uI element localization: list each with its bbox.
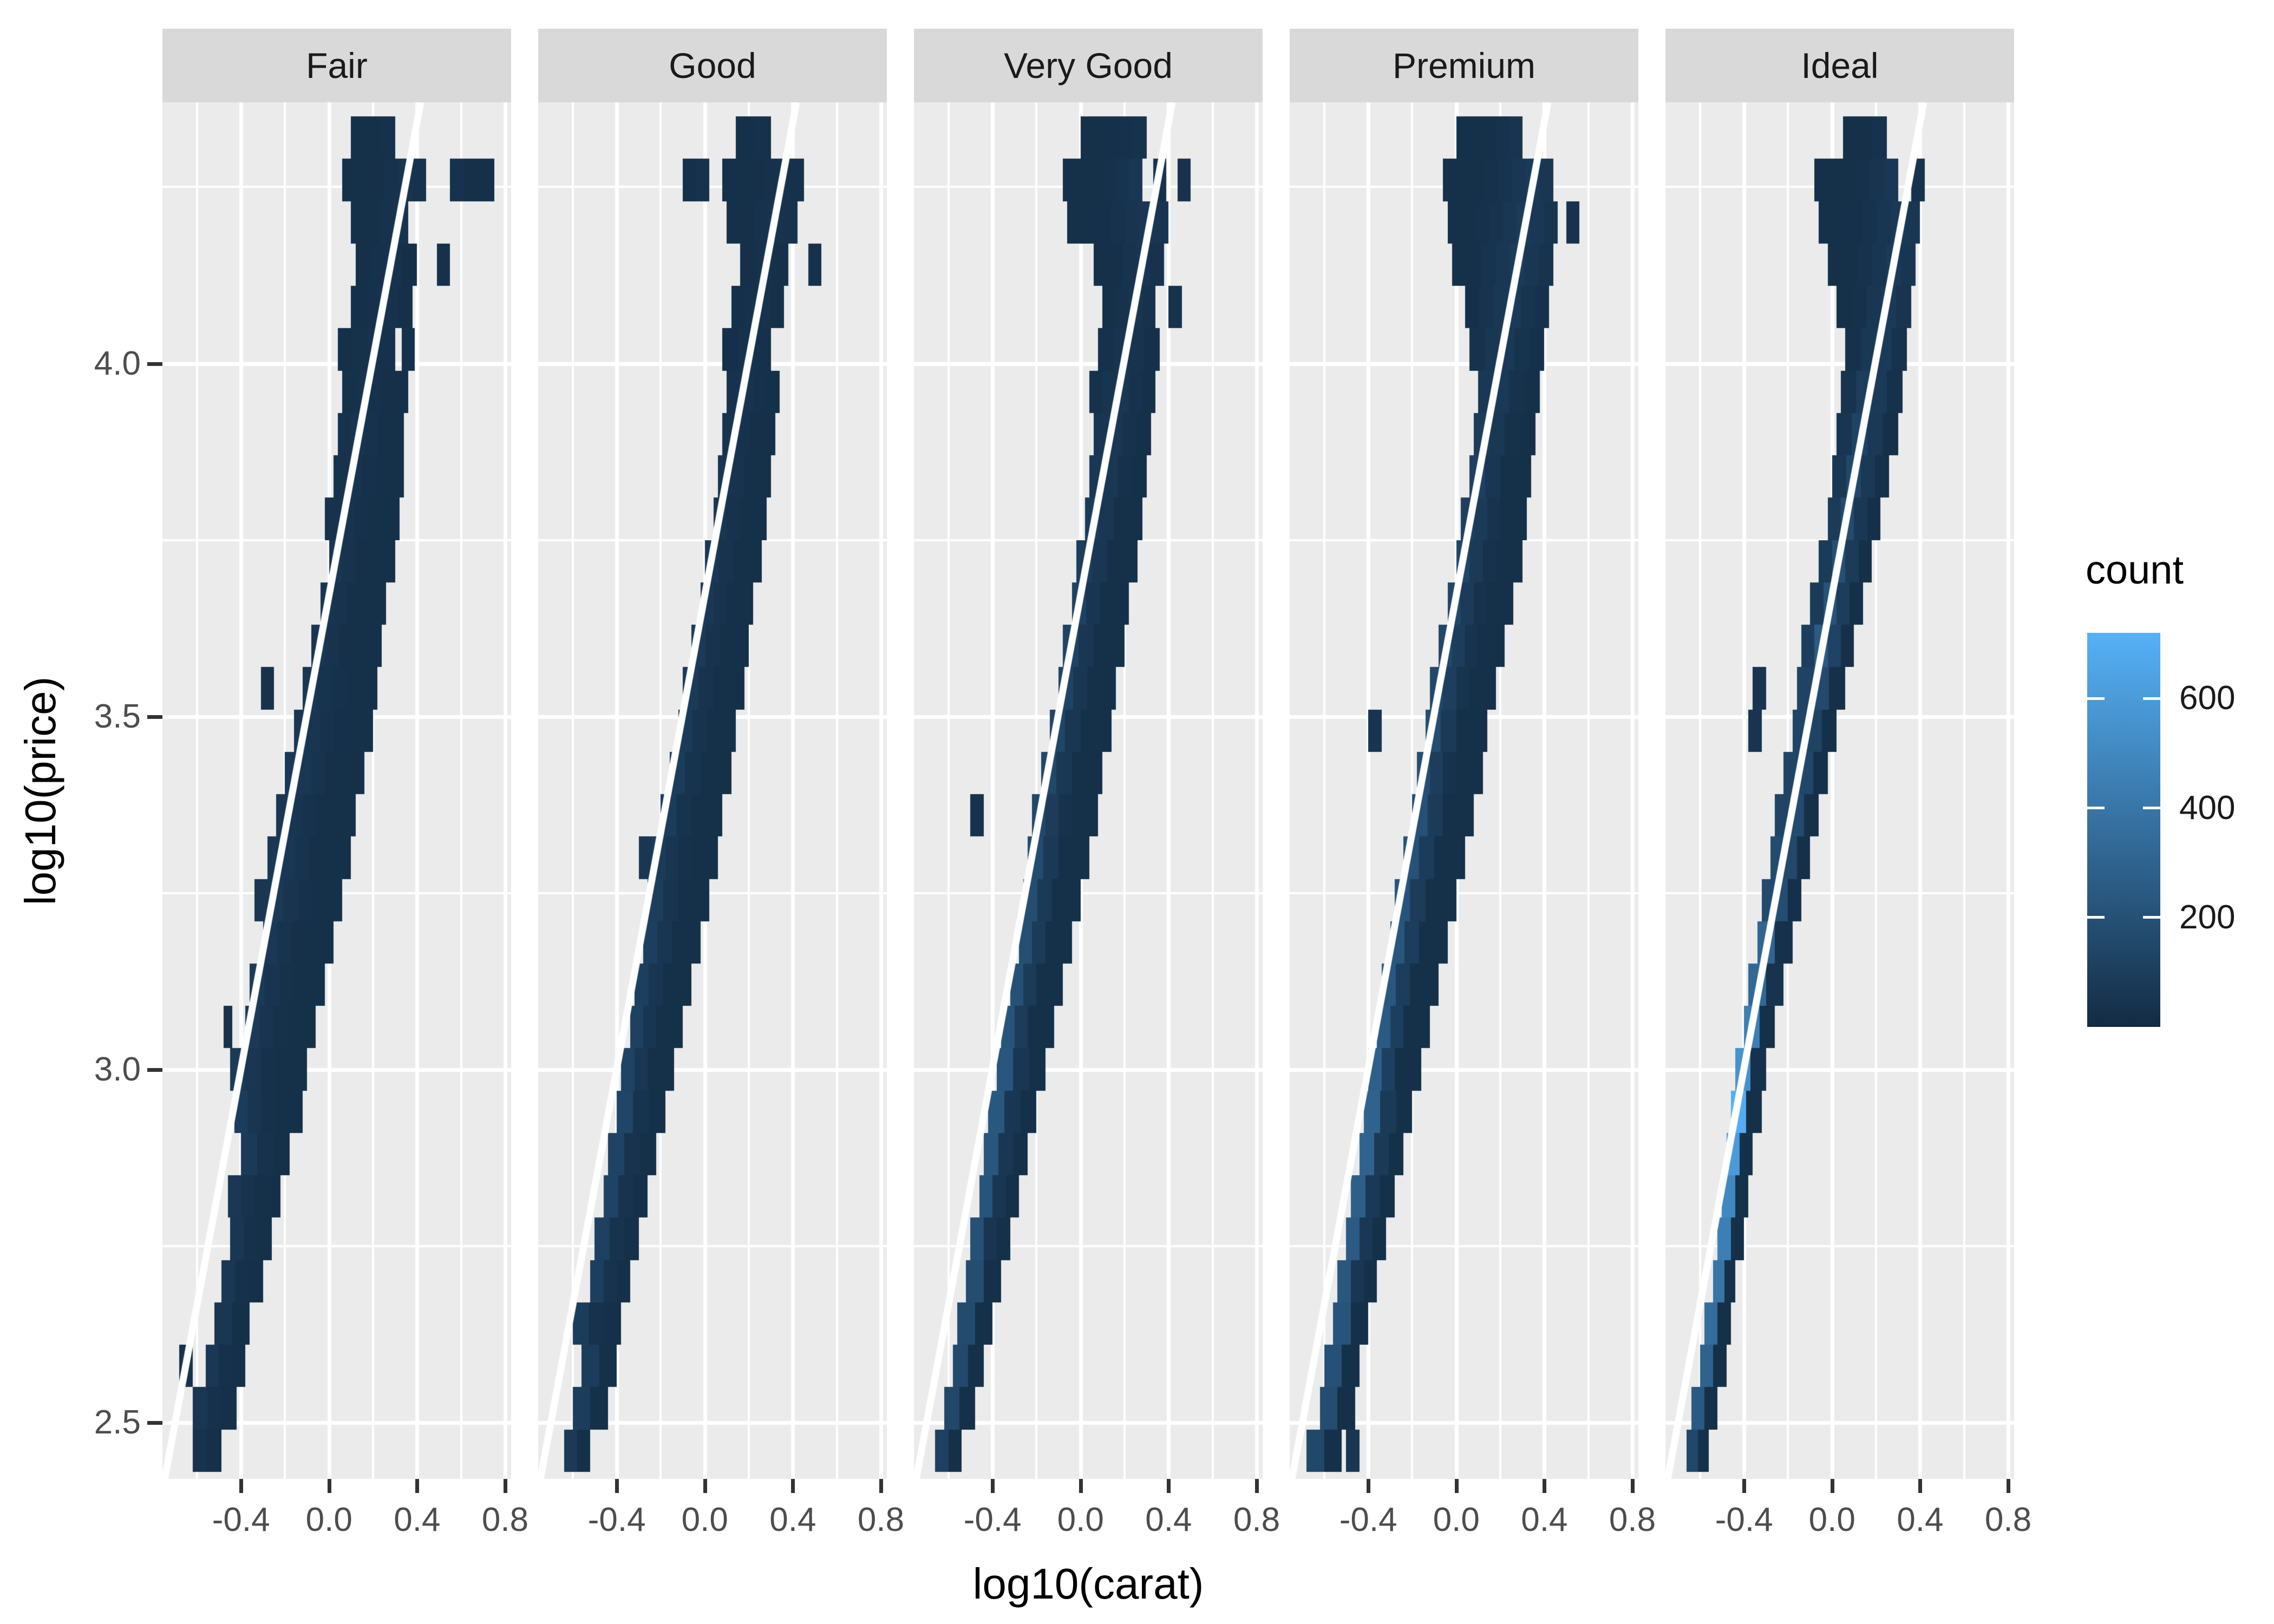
x-tick-label: 0.4: [1897, 1501, 1944, 1538]
x-tick-label: 0.4: [1145, 1501, 1192, 1538]
x-tick-label: 0.8: [481, 1501, 529, 1538]
legend-tick-label: 400: [2179, 789, 2236, 827]
facet-panel-canvas: [538, 102, 887, 1479]
facet-strip-label: Ideal: [1801, 45, 1879, 86]
x-tick-mark: [327, 1479, 331, 1493]
x-tick-mark: [1255, 1479, 1259, 1493]
legend-tick-mark: [2143, 807, 2160, 810]
x-tick-mark: [1367, 1479, 1371, 1493]
x-tick-mark: [1742, 1479, 1747, 1493]
x-tick-label: 0.0: [305, 1501, 352, 1538]
x-tick-label: 0.4: [769, 1501, 816, 1538]
x-tick-mark: [1167, 1479, 1171, 1493]
x-tick-mark: [1631, 1479, 1635, 1493]
facet-panel-canvas: [1665, 102, 2014, 1479]
x-axis-title: log10(carat): [972, 1560, 1204, 1608]
legend-tick-mark: [2143, 916, 2160, 919]
x-tick-mark: [239, 1479, 244, 1493]
facet-strip: Very Good: [914, 29, 1263, 102]
facet-strip-label: Premium: [1392, 45, 1536, 86]
x-tick-mark: [1830, 1479, 1834, 1493]
x-tick-label: 0.8: [1233, 1501, 1280, 1538]
x-tick-label: 0.0: [681, 1501, 728, 1538]
legend-tick-label: 600: [2179, 679, 2236, 717]
facet-strip: Premium: [1290, 29, 1638, 102]
x-tick-mark: [1543, 1479, 1547, 1493]
x-tick-label: -0.4: [587, 1501, 646, 1538]
facet-strip-label: Very Good: [1004, 45, 1173, 86]
facet-strip-label: Good: [669, 45, 756, 86]
x-tick-label: 0.0: [1808, 1501, 1855, 1538]
facet-panel-canvas: [1290, 102, 1638, 1479]
y-tick-label: 3.0: [94, 1050, 141, 1088]
legend-gradient-bar: [2087, 633, 2160, 1027]
legend-tick-label: 200: [2179, 898, 2236, 936]
x-tick-label: 0.8: [857, 1501, 905, 1538]
legend-tick-mark: [2087, 807, 2105, 810]
x-tick-label: 0.4: [1521, 1501, 1568, 1538]
x-tick-label: -0.4: [1339, 1501, 1397, 1538]
y-tick-mark: [147, 362, 162, 366]
legend-tick-mark: [2087, 697, 2105, 700]
y-tick-mark: [147, 1420, 162, 1425]
y-tick-label: 3.5: [94, 697, 141, 735]
y-tick-mark: [147, 1068, 162, 1072]
facet-strip-label: Fair: [306, 45, 368, 86]
x-tick-label: 0.0: [1433, 1501, 1480, 1538]
x-tick-mark: [991, 1479, 995, 1493]
facet-strip: Ideal: [1665, 29, 2014, 102]
x-tick-label: 0.8: [1609, 1501, 1656, 1538]
x-tick-mark: [791, 1479, 795, 1493]
x-tick-mark: [2007, 1479, 2011, 1493]
facet-strip: Fair: [162, 29, 511, 102]
y-tick-label: 2.5: [94, 1403, 141, 1441]
x-tick-mark: [1454, 1479, 1459, 1493]
x-tick-mark: [1918, 1479, 1923, 1493]
x-tick-label: 0.8: [1984, 1501, 2032, 1538]
x-tick-label: 0.0: [1057, 1501, 1104, 1538]
x-tick-label: -0.4: [963, 1501, 1022, 1538]
x-tick-mark: [504, 1479, 508, 1493]
facet-panel-canvas: [162, 102, 511, 1479]
x-tick-label: -0.4: [1715, 1501, 1773, 1538]
legend-tick-mark: [2087, 916, 2105, 919]
y-axis-title-wrap: log10(price): [0, 102, 81, 1479]
x-tick-mark: [415, 1479, 420, 1493]
facet-strip: Good: [538, 29, 887, 102]
legend-tick-mark: [2143, 697, 2160, 700]
x-tick-mark: [703, 1479, 707, 1493]
x-tick-mark: [615, 1479, 619, 1493]
x-tick-label: 0.4: [394, 1501, 441, 1538]
y-tick-label: 4.0: [94, 344, 141, 382]
x-tick-mark: [1079, 1479, 1083, 1493]
facet-panel-canvas: [914, 102, 1263, 1479]
x-tick-label: -0.4: [212, 1501, 270, 1538]
y-tick-mark: [147, 715, 162, 719]
legend-title: count: [2086, 547, 2184, 592]
x-tick-mark: [879, 1479, 884, 1493]
